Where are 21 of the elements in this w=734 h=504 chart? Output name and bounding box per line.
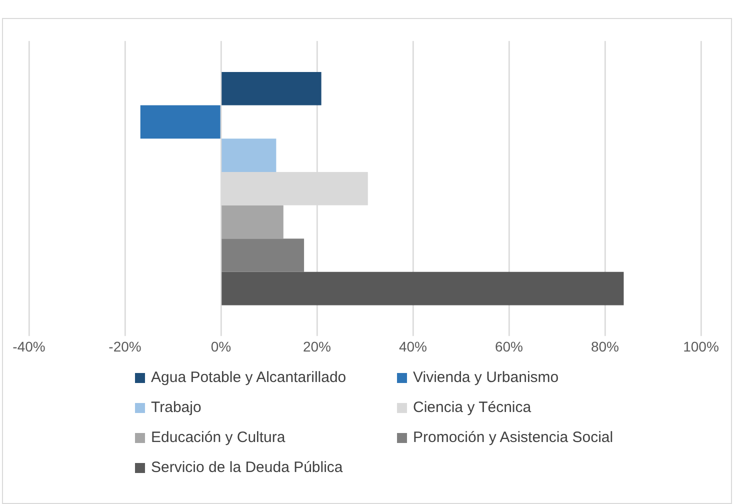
x-tick-label: -40% bbox=[12, 338, 46, 354]
legend-label: Agua Potable y Alcantarillado bbox=[151, 369, 346, 386]
bar bbox=[222, 272, 624, 306]
legend-label: Servicio de la Deuda Pública bbox=[151, 459, 343, 476]
x-tick-label: 100% bbox=[683, 338, 719, 354]
bar bbox=[222, 138, 276, 172]
legend-label: Promoción y Asistencia Social bbox=[413, 429, 614, 446]
legend-label: Ciencia y Técnica bbox=[413, 399, 532, 416]
x-tick-label: 20% bbox=[302, 338, 332, 354]
x-tick-label: -20% bbox=[108, 338, 142, 354]
x-tick-label: 0% bbox=[210, 338, 232, 354]
legend-label: Vivienda y Urbanismo bbox=[413, 369, 559, 386]
x-tick-label: 60% bbox=[494, 338, 524, 354]
legend-label: Educación y Cultura bbox=[151, 429, 286, 446]
x-tick-label: 40% bbox=[398, 338, 428, 354]
bar bbox=[222, 238, 304, 272]
bar bbox=[140, 105, 220, 139]
legend-label: Trabajo bbox=[151, 399, 202, 416]
bar bbox=[222, 205, 284, 239]
x-tick-label: 80% bbox=[590, 338, 620, 354]
bar bbox=[222, 72, 322, 106]
